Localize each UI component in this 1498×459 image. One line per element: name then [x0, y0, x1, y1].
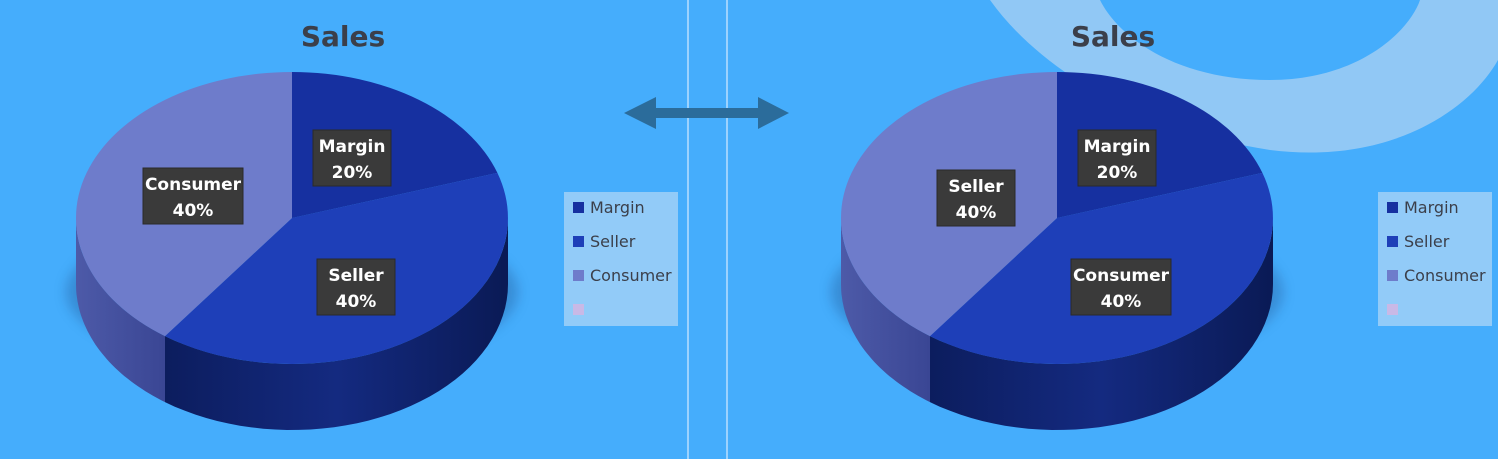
- data-label-consumer: Consumer 40%: [1070, 258, 1172, 316]
- pie-chart-right: Sales Margin 20% Consumer 40% Seller 40% Margin…: [831, 20, 1492, 430]
- data-label-seller: Seller 40%: [936, 169, 1016, 227]
- data-label-percent: 20%: [1097, 163, 1138, 183]
- data-label-seller: Seller 40%: [316, 258, 396, 316]
- chart-title: Sales: [301, 20, 385, 53]
- data-label-margin: Margin 20%: [312, 129, 392, 187]
- pie-side-consumer: [76, 218, 165, 403]
- data-label-percent: 40%: [173, 201, 214, 221]
- data-label-name: Consumer: [1073, 266, 1170, 286]
- legend-entry: Consumer: [1404, 266, 1486, 285]
- data-label-name: Seller: [948, 177, 1004, 197]
- data-label-percent: 40%: [1101, 292, 1142, 312]
- data-label-percent: 40%: [956, 203, 997, 223]
- legend-swatch: [1387, 304, 1398, 315]
- legend-swatch: [573, 236, 584, 247]
- pie-chart-left: Sales Margin 20% Seller 40% Consumer 40% Margin…: [66, 20, 678, 430]
- legend-swatch: [573, 304, 584, 315]
- legend-swatch: [573, 270, 584, 281]
- legend: Margin Seller Consumer: [1378, 192, 1492, 326]
- data-label-name: Margin: [1084, 137, 1151, 157]
- legend: Margin Seller Consumer: [564, 192, 678, 326]
- data-label-percent: 40%: [336, 292, 377, 312]
- data-label-name: Consumer: [145, 175, 242, 195]
- legend-entry: Seller: [1404, 232, 1450, 251]
- legend-entry: Consumer: [590, 266, 672, 285]
- pie-side-seller: [165, 218, 508, 430]
- data-label-consumer: Consumer 40%: [142, 167, 244, 225]
- data-label-percent: 20%: [332, 163, 373, 183]
- data-label-name: Margin: [319, 137, 386, 157]
- pie-side-consumer: [930, 218, 1273, 430]
- double-headed-arrow-icon: [624, 97, 789, 129]
- data-label-margin: Margin 20%: [1077, 129, 1157, 187]
- data-label-name: Seller: [328, 266, 384, 286]
- legend-entry: Margin: [590, 198, 645, 217]
- background-swirl: [990, 0, 1498, 153]
- legend-swatch: [1387, 236, 1398, 247]
- legend-swatch: [573, 202, 584, 213]
- legend-swatch: [1387, 202, 1398, 213]
- legend-entry: Margin: [1404, 198, 1459, 217]
- legend-entry: Seller: [590, 232, 636, 251]
- legend-swatch: [1387, 270, 1398, 281]
- chart-title: Sales: [1071, 20, 1155, 53]
- pie-side-seller: [841, 218, 930, 403]
